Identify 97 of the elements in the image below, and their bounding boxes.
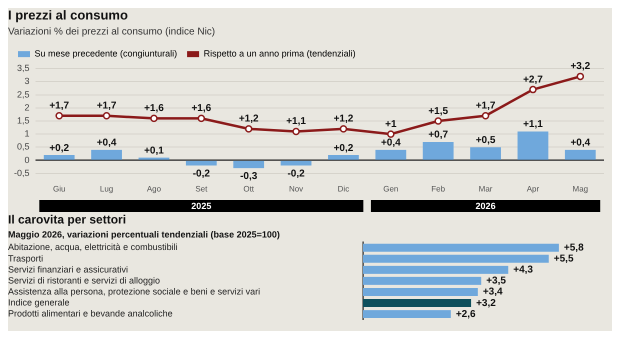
chart-title: I prezzi al consumo (8, 7, 128, 22)
bar (328, 155, 359, 160)
bar (280, 160, 312, 166)
y-tick-label: Indice generale (8, 298, 70, 308)
bar (363, 266, 508, 274)
y-tick-label: Trasporti (8, 253, 44, 264)
data-label: +2,6 (456, 308, 476, 320)
bar (363, 254, 549, 263)
bar (363, 288, 478, 296)
point (434, 117, 442, 125)
x-tick-label: Apr (526, 184, 540, 194)
data-label: +3,2 (476, 298, 496, 309)
y-tick-label: 0 (24, 154, 30, 165)
legend-label: Su mese precedente (congiunturali) (34, 48, 178, 59)
x-tick-label: Set (195, 184, 208, 194)
data-label: +3,5 (486, 276, 506, 287)
data-label: +0,2 (334, 142, 354, 154)
data-label: +1,6 (144, 103, 164, 114)
bar (363, 244, 559, 252)
data-label: +2,7 (523, 74, 544, 86)
point (340, 125, 348, 133)
data-label: +0,4 (380, 138, 402, 149)
point (387, 130, 395, 138)
text: Maggio 2026, variazioni percentuali tendenziali (base 2025=100) (8, 229, 280, 240)
bar (375, 150, 406, 160)
x-tick-label: Gen (383, 184, 398, 194)
bar (363, 299, 472, 307)
data-label: +0,4 (570, 138, 591, 149)
bar (470, 147, 501, 160)
data-label: +1,7 (476, 100, 496, 112)
point (102, 112, 110, 120)
data-label: +3,2 (570, 61, 591, 72)
x-tick-label: Ago (146, 184, 162, 194)
bar (186, 160, 217, 166)
data-label: -0,2 (287, 168, 306, 180)
x-tick-label: Ott (243, 184, 255, 194)
bar (422, 142, 454, 160)
y-tick-label: 2 (24, 102, 30, 112)
y-tick-label: Assistenza alla persona, protezione sociale e beni e servizi vari (8, 286, 260, 296)
y-tick-label: Servizi finanziari e assicurativi (8, 264, 128, 274)
point (150, 114, 158, 122)
point (244, 125, 252, 133)
y-tick-label: 1,5 (16, 115, 30, 126)
text: Il carovita per settori (8, 212, 126, 227)
point (292, 128, 300, 136)
data-label: -0,2 (192, 168, 210, 180)
point (482, 112, 490, 120)
x-tick-label: Mar (478, 184, 493, 194)
x-tick-label: Dic (338, 184, 350, 194)
bar (363, 276, 482, 285)
data-label: +1,7 (96, 100, 117, 112)
data-label: +1,1 (523, 119, 544, 130)
text: 2025 (191, 200, 212, 211)
x-tick-label: Lug (100, 184, 114, 194)
point (55, 112, 63, 120)
data-label: +0,5 (476, 134, 496, 146)
x-tick-label: Feb (431, 184, 446, 194)
x-tick-label: Mag (572, 184, 588, 194)
data-label: +1,7 (49, 100, 70, 112)
x-tick-label: Giu (52, 184, 66, 194)
y-tick-label: Abitazione, acqua, elettricità e combustibili (8, 242, 178, 252)
data-label: +0,1 (144, 145, 164, 156)
chart-subtitle: Variazioni % dei prezzi al consumo (indice Nic) (8, 26, 216, 38)
text: 2026 (476, 200, 496, 211)
bar (518, 131, 548, 160)
bar (564, 150, 596, 160)
data-label: +0,4 (96, 138, 117, 149)
bar (44, 155, 75, 160)
y-tick-label: Prodotti alimentari e bevande analcoliche (8, 308, 173, 319)
y-tick-label: 0,5 (16, 142, 30, 152)
bar (233, 160, 264, 168)
point (576, 72, 584, 80)
y-tick-label: -0,5 (14, 168, 30, 178)
bar (91, 150, 122, 160)
data-label: +1,2 (334, 114, 354, 125)
data-label: +1,6 (191, 103, 212, 114)
data-label: +5,5 (554, 254, 574, 265)
x-tick-label: Nov (288, 184, 304, 194)
data-label: +3,4 (482, 286, 504, 298)
y-tick-label: Servizi di ristoranti e servizi di alloggio (8, 275, 160, 286)
point (529, 86, 537, 94)
legend-label: Rispetto a un anno prima (tendenziali) (204, 48, 356, 59)
data-label: +4,3 (513, 264, 534, 276)
data-label: +1,5 (428, 106, 448, 117)
data-label: +1 (385, 118, 397, 130)
data-label: +1,1 (286, 116, 306, 128)
data-label: +1,2 (238, 114, 259, 125)
y-tick-label: 3,5 (16, 63, 30, 74)
data-label: +5,8 (564, 242, 584, 254)
data-label: +0,2 (49, 142, 70, 154)
bar (363, 310, 451, 318)
y-tick-label: 2,5 (16, 89, 30, 100)
data-label: +0,7 (428, 130, 448, 141)
y-tick-label: 1 (24, 128, 30, 139)
point (198, 114, 206, 122)
data-label: -0,3 (240, 170, 258, 182)
y-tick-label: 3 (24, 76, 30, 86)
